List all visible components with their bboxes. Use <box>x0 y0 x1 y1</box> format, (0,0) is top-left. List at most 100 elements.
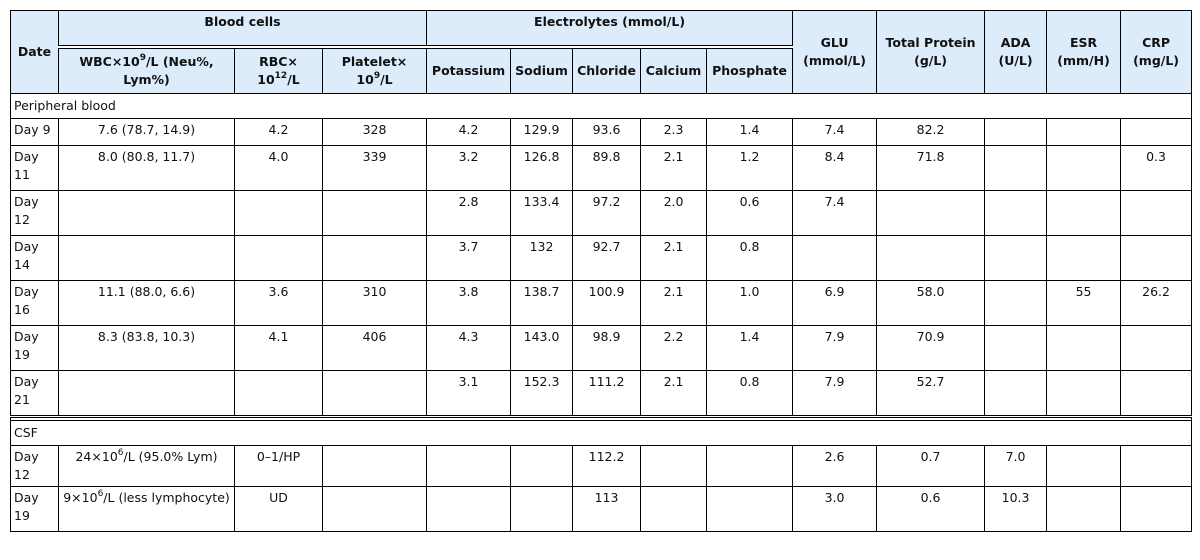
value-cell <box>706 486 794 532</box>
date-cell: Day 16 <box>10 280 59 326</box>
value-cell: 71.8 <box>876 145 986 191</box>
section-title: CSF <box>9 420 1193 446</box>
text-part: Chloride <box>577 63 636 78</box>
value-cell: 93.6 <box>572 118 642 146</box>
value-cell: 113 <box>572 486 642 532</box>
column-header: CRP (mg/L) <box>1120 10 1193 94</box>
superscript: 9 <box>373 71 381 81</box>
value-cell <box>58 235 235 281</box>
value-cell: 4.3 <box>426 325 512 371</box>
value-cell <box>1046 486 1122 532</box>
text-part: Sodium <box>515 63 568 78</box>
data-row: Day 14 3.7 132 92.7 2.1 0.8 <box>10 235 1193 281</box>
value-cell <box>984 190 1048 236</box>
value-cell: 129.9 <box>510 118 574 146</box>
value-cell: 1.2 <box>706 145 794 191</box>
value-cell <box>876 235 986 281</box>
value-cell: 0.8 <box>706 370 794 417</box>
value-cell <box>984 145 1048 191</box>
value-cell: 0.8 <box>706 235 794 281</box>
superscript: 12 <box>274 71 288 81</box>
value-cell: 2.1 <box>640 280 708 326</box>
text-part: RBC× 10 <box>257 54 298 87</box>
value-cell: 52.7 <box>876 370 986 417</box>
value-cell: 89.8 <box>572 145 642 191</box>
value-cell: 1.4 <box>706 118 794 146</box>
text-part: /L <box>287 72 300 87</box>
section-row: CSF <box>9 420 1193 446</box>
value-cell <box>792 235 878 281</box>
sub-header: Sodium <box>510 46 574 94</box>
value-cell: 3.1 <box>426 370 512 417</box>
value-cell: 7.9 <box>792 370 878 417</box>
value-cell: 1.4 <box>706 325 794 371</box>
value-cell <box>984 280 1048 326</box>
value-cell <box>706 445 794 487</box>
value-cell: 328 <box>321 118 428 146</box>
value-cell <box>984 370 1048 417</box>
value-cell <box>234 190 323 236</box>
superscript: 6 <box>117 448 124 458</box>
column-header: ESR (mm/H) <box>1046 10 1122 94</box>
value-cell <box>1046 325 1122 371</box>
value-cell: 1.0 <box>706 280 794 326</box>
value-cell <box>1120 235 1193 281</box>
section-title: Peripheral blood <box>9 93 1193 119</box>
value-cell <box>1120 370 1193 417</box>
value-cell: 0.6 <box>876 486 986 532</box>
value-cell: 97.2 <box>572 190 642 236</box>
value-cell <box>1120 118 1193 146</box>
lab-table: Date Blood cells Electrolytes (mmol/L) GLU … <box>9 10 1193 532</box>
value-cell: 132 <box>510 235 574 281</box>
date-cell: Day 11 <box>10 145 59 191</box>
value-cell: 7.4 <box>792 190 878 236</box>
value-cell <box>1120 325 1193 371</box>
value-cell: 100.9 <box>572 280 642 326</box>
value-cell <box>640 445 708 487</box>
value-cell: 2.1 <box>640 370 708 417</box>
data-row: Day 12 2.8 133.4 97.2 2.0 0.6 7.4 <box>10 190 1193 236</box>
value-cell <box>876 190 986 236</box>
value-cell: 58.0 <box>876 280 986 326</box>
value-cell: 3.6 <box>234 280 323 326</box>
value-cell: 126.8 <box>510 145 574 191</box>
value-cell: 2.2 <box>640 325 708 371</box>
value-cell <box>510 445 574 487</box>
value-cell: 133.4 <box>510 190 574 236</box>
date-cell: Day 21 <box>10 370 59 417</box>
value-cell: 0.7 <box>876 445 986 487</box>
value-cell <box>510 486 574 532</box>
sub-header: Chloride <box>572 46 642 94</box>
value-cell: 10.3 <box>984 486 1048 532</box>
value-cell: 98.9 <box>572 325 642 371</box>
value-cell: 7.9 <box>792 325 878 371</box>
date-cell: Day 19 <box>10 486 59 532</box>
value-cell <box>426 445 512 487</box>
text-part: /L (Neu%, Lym%) <box>123 54 214 87</box>
value-cell <box>321 370 428 417</box>
value-cell: 112.2 <box>572 445 642 487</box>
value-cell <box>321 486 428 532</box>
value-cell: 0.6 <box>706 190 794 236</box>
value-cell: 8.0 (80.8, 11.7) <box>58 145 235 191</box>
column-header: ADA (U/L) <box>984 10 1048 94</box>
value-cell <box>640 486 708 532</box>
date-cell: Day 9 <box>10 118 59 146</box>
text-part: WBC×10 <box>79 54 140 69</box>
value-cell: 7.4 <box>792 118 878 146</box>
value-cell: 0.3 <box>1120 145 1193 191</box>
date-cell: Day 14 <box>10 235 59 281</box>
value-cell <box>1120 190 1193 236</box>
column-header: Date <box>10 10 59 94</box>
value-cell <box>1046 190 1122 236</box>
data-row: Day 19 8.3 (83.8, 10.3) 4.1 406 4.3 143.0 98.9… <box>10 325 1193 371</box>
value-cell <box>321 235 428 281</box>
value-cell: 2.6 <box>792 445 878 487</box>
value-cell: 2.0 <box>640 190 708 236</box>
text-part: Phosphate <box>712 63 787 78</box>
value-cell: 55 <box>1046 280 1122 326</box>
data-row: Day 9 7.6 (78.7, 14.9) 4.2 328 4.2 129.9 93.6 2… <box>10 118 1193 146</box>
value-cell <box>1046 370 1122 417</box>
value-cell: 70.9 <box>876 325 986 371</box>
